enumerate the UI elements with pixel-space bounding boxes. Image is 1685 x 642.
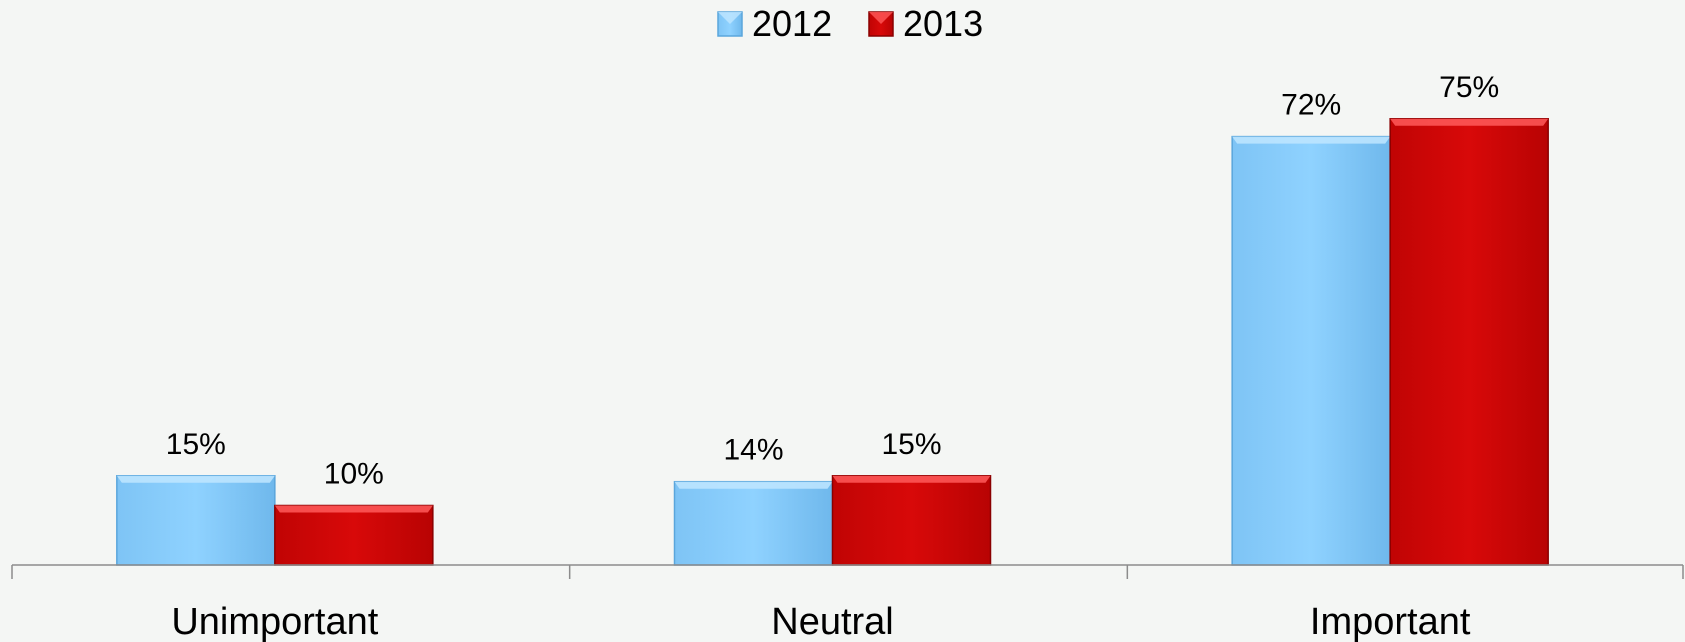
category-label: Neutral (771, 601, 894, 642)
category-label: Unimportant (171, 601, 378, 642)
bar-bevel (832, 475, 991, 483)
legend-label-2013: 2013 (903, 3, 983, 44)
legend-swatch-bevel (718, 12, 742, 24)
data-label: 72% (1281, 89, 1341, 122)
category-label: Important (1310, 601, 1471, 642)
chart-legend: 2012 2013 (717, 3, 983, 44)
data-label: 10% (324, 458, 384, 491)
bar-2012-unimportant (116, 475, 276, 566)
legend-label-2012: 2012 (752, 3, 832, 44)
data-labels: 15% 10% Unimportant 14% 15% Neutral 72% 75% Impo… (166, 71, 1499, 642)
bar-bevel (116, 475, 275, 483)
bars-group (116, 118, 1549, 566)
data-label: 15% (881, 428, 941, 461)
bar-bevel (274, 505, 433, 513)
bar-2013-neutral (831, 475, 992, 566)
data-label: 15% (166, 428, 226, 461)
bar-bevel (674, 481, 833, 489)
data-label: 14% (723, 434, 783, 467)
x-axis (11, 564, 1684, 579)
legend-swatch-bevel (869, 12, 893, 24)
bar-2012-important (1231, 135, 1391, 566)
bar-2012-neutral (673, 480, 834, 566)
bar-2013-important (1389, 118, 1549, 566)
data-label: 75% (1439, 71, 1499, 104)
bar-2013-unimportant (274, 504, 434, 566)
bar-bevel (1232, 136, 1391, 144)
bar-bevel (1390, 118, 1549, 126)
